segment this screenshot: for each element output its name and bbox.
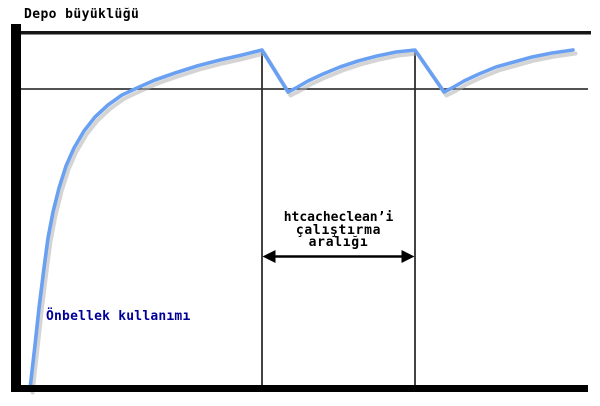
cache-usage-curve-shadow — [30, 51, 578, 395]
interval-arrow-head-right — [401, 250, 415, 263]
interval-arrow-head-left — [262, 250, 276, 263]
top-boundary-line — [21, 31, 591, 35]
y-axis — [11, 24, 21, 392]
cleanup-interval-label-line1: htcacheclean’i — [283, 210, 394, 225]
cleanup-interval-label-line3: aralığı — [308, 235, 369, 251]
cache-usage-label: Önbellek kullanımı — [46, 309, 191, 324]
cache-usage-curve — [28, 48, 575, 391]
x-axis — [11, 385, 588, 392]
y-axis-title: Depo büyüklüğü — [24, 7, 140, 22]
cleanup-interval-label-line2: çalıştırma — [295, 222, 382, 238]
cleanup-interval-label: htcacheclean’i çalıştırma aralığı — [262, 210, 415, 251]
